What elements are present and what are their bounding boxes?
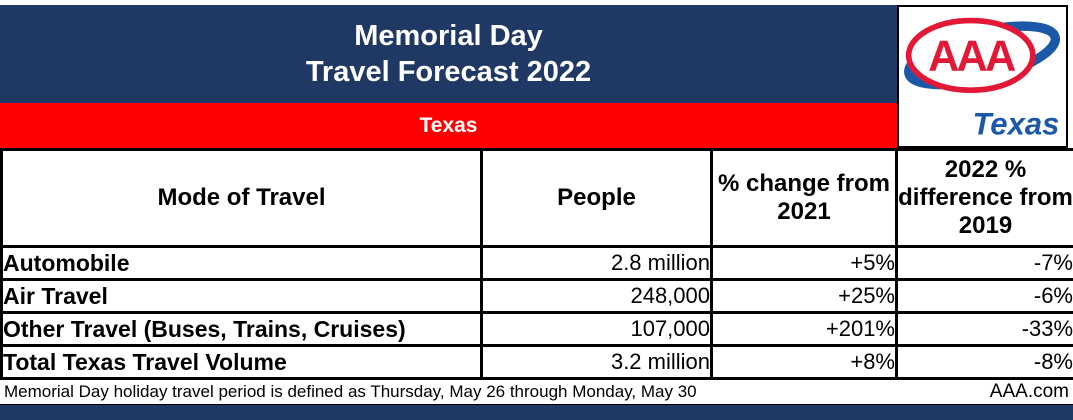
bottom-navy-bar [0,404,1073,420]
cell-mode: Other Travel (Buses, Trains, Cruises) [0,311,483,347]
holiday-period-note: Memorial Day holiday travel period is de… [4,382,697,401]
cell-mode: Automobile [0,245,483,281]
banner-column: Memorial Day Travel Forecast 2022 Texas [0,5,897,148]
cell-people: 248,000 [480,278,713,314]
region-banner: Texas [0,103,897,148]
aaa-texas-logo: AAA Texas [897,5,1068,148]
table-row: Automobile 2.8 million +5% -7% [0,245,1073,281]
cell-diff-2019: -33% [895,311,1073,347]
title-line-1: Memorial Day [354,19,543,52]
title-banner: Memorial Day Travel Forecast 2022 [0,5,897,103]
region-label: Texas [419,113,478,137]
col-header-people: People [480,148,713,248]
cell-diff-2019: -6% [895,278,1073,314]
table-row: Air Travel 248,000 +25% -6% [0,278,1073,314]
table-row: Total Texas Travel Volume 3.2 million +8… [0,344,1073,380]
col-header-mode: Mode of Travel [0,148,483,248]
cell-change-2021: +201% [710,311,898,347]
cell-people: 2.8 million [480,245,713,281]
header-section: Memorial Day Travel Forecast 2022 Texas … [0,0,1073,148]
cell-diff-2019: -8% [895,344,1073,380]
cell-change-2021: +25% [710,278,898,314]
footer: Memorial Day holiday travel period is de… [0,380,1073,404]
logo-texas-text: Texas [972,106,1059,141]
table-header-row: Mode of Travel People % change from 2021… [0,148,1073,248]
col-header-change-2021: % change from 2021 [710,148,898,248]
cell-people: 107,000 [480,311,713,347]
cell-mode: Air Travel [0,278,483,314]
title-line-2: Travel Forecast 2022 [305,56,592,88]
cell-change-2021: +8% [710,344,898,380]
forecast-table: Mode of Travel People % change from 2021… [0,148,1073,380]
table-row: Other Travel (Buses, Trains, Cruises) 10… [0,311,1073,347]
logo-aaa-text: AAA [928,32,1016,80]
aaa-com-label: AAA.com [989,381,1069,402]
cell-change-2021: +5% [710,245,898,281]
cell-people: 3.2 million [480,344,713,380]
col-header-diff-2019: 2022 % difference from 2019 [895,148,1073,248]
cell-diff-2019: -7% [895,245,1073,281]
aaa-logo-icon: AAA Texas [903,17,1060,141]
cell-mode: Total Texas Travel Volume [0,344,483,380]
